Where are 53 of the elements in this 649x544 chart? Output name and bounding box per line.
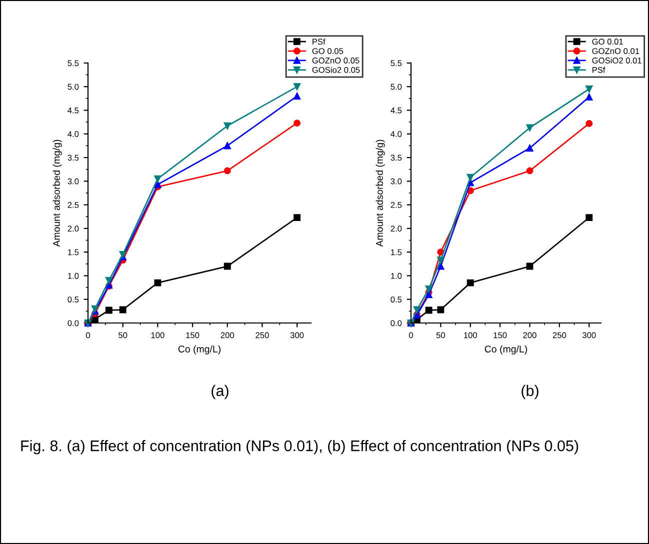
y-tick-label: 5.5 — [390, 60, 402, 66]
y-tick-label: 5.5 — [68, 60, 79, 66]
y-axis-title: Amount adsorbed (mg/g) — [52, 140, 62, 247]
y-tick-label: 4.5 — [68, 108, 79, 114]
y-tick-label: 3.5 — [390, 154, 402, 161]
x-tick-label: 50 — [436, 332, 445, 338]
y-tick-label: 0.5 — [68, 296, 79, 302]
y-tick-label: 0.0 — [68, 320, 79, 326]
legend-label: GOZnO 0.01 — [592, 48, 640, 54]
x-tick-label: 100 — [151, 332, 164, 338]
x-tick-label: 0 — [86, 332, 90, 338]
y-tick-label: 3.0 — [390, 178, 402, 184]
x-tick-label: 50 — [118, 332, 128, 338]
y-tick-label: 4.0 — [68, 131, 79, 138]
x-tick-label: 200 — [523, 332, 536, 338]
legend-label: PSf — [592, 66, 606, 73]
legend-label: GOSio2 0.05 — [312, 66, 360, 73]
y-tick-label: 5.0 — [68, 84, 79, 90]
legend-label: GOSiO2 0.01 — [592, 57, 642, 64]
y-tick-label: 1.5 — [391, 249, 402, 256]
y-tick-label: 2.0 — [390, 226, 402, 232]
text: (b) — [522, 384, 538, 400]
caption: Fig. 8. (a) Effect of concentration (NPs 0.01), (b) Effect of concentration (NPs 0.05) — [21, 440, 578, 454]
x-tick-label: 250 — [256, 332, 269, 338]
x-tick-label: 150 — [494, 332, 507, 338]
legend-label: GOZnO 0.05 — [312, 58, 360, 64]
legend-label: PSf — [312, 38, 326, 45]
y-tick-label: 4.5 — [390, 108, 402, 114]
x-axis-title: Co (mg/L) — [178, 345, 221, 354]
text: (a) — [212, 384, 228, 400]
y-tick-label: 3.5 — [68, 154, 79, 161]
x-tick-label: 250 — [552, 332, 566, 338]
x-tick-label: 150 — [186, 332, 200, 338]
y-tick-label: 1.5 — [68, 249, 79, 256]
x-tick-label: 100 — [464, 332, 477, 338]
y-tick-label: 0.0 — [390, 320, 402, 326]
y-tick-label: 2.5 — [390, 202, 402, 208]
legend-label: GO 0.05 — [312, 48, 344, 54]
y-tick-label: 2.5 — [68, 202, 79, 208]
x-tick-label: 200 — [220, 332, 234, 338]
y-tick-label: 5.0 — [390, 84, 402, 90]
x-tick-label: 300 — [290, 332, 304, 338]
y-tick-label: 1.0 — [391, 272, 402, 279]
x-tick-label: 300 — [582, 332, 596, 338]
y-tick-label: 3.0 — [68, 178, 79, 184]
y-tick-label: 4.0 — [390, 131, 402, 138]
y-tick-label: 2.0 — [68, 226, 79, 232]
x-tick-label: 0 — [409, 332, 413, 338]
legend-label: GO 0.01 — [592, 38, 623, 45]
y-tick-label: 0.5 — [390, 296, 402, 302]
y-axis-title: Amount adsorbed (mg/g) — [376, 140, 385, 247]
x-axis-title: Co (mg/L) — [484, 345, 528, 354]
y-tick-label: 1.0 — [68, 272, 79, 279]
